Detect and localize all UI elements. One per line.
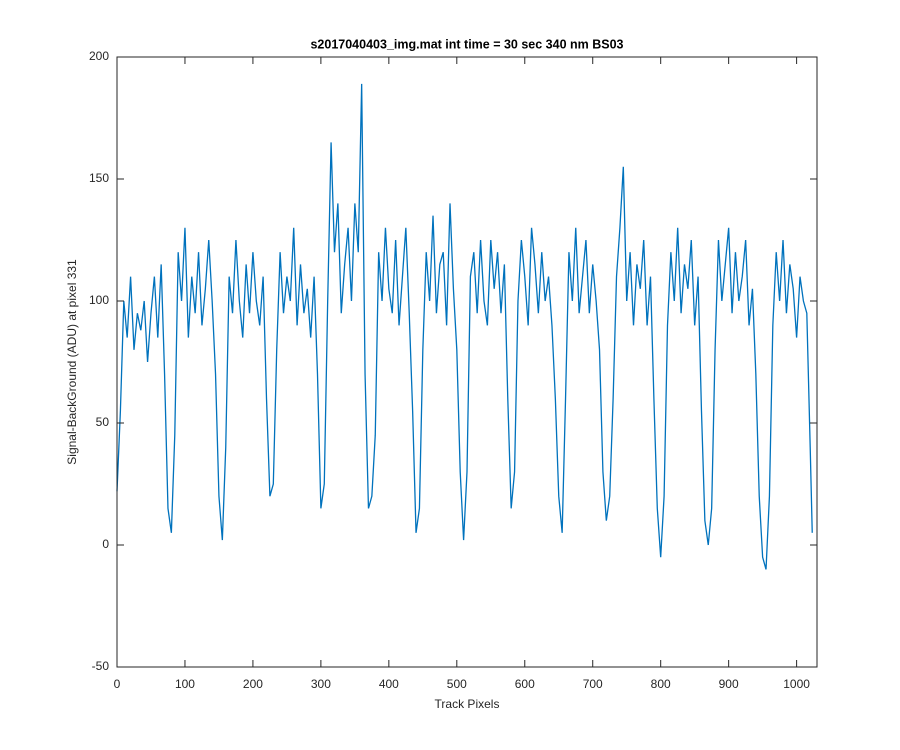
x-tick-label: 600 <box>515 677 535 691</box>
x-tick-label: 700 <box>583 677 603 691</box>
axes-box <box>116 56 818 668</box>
y-axis-label: Signal-BackGround (ADU) at pixel 331 <box>65 259 79 465</box>
y-tick-label: 200 <box>89 49 109 63</box>
x-axis-label: Track Pixels <box>435 697 500 711</box>
data-line <box>116 83 813 570</box>
x-tick-label: 900 <box>719 677 739 691</box>
x-tick-label: 400 <box>379 677 399 691</box>
x-tick-label: 500 <box>447 677 467 691</box>
y-tick-label: 50 <box>96 415 110 429</box>
y-tick-label: 100 <box>89 293 109 307</box>
x-tick-label: 1000 <box>783 677 810 691</box>
y-tick-label: -50 <box>92 659 110 673</box>
x-tick-label: 100 <box>175 677 195 691</box>
y-tick-label: 0 <box>102 537 109 551</box>
x-tick-label: 800 <box>651 677 671 691</box>
x-tick-label: 200 <box>243 677 263 691</box>
x-tick-label: 300 <box>311 677 331 691</box>
y-tick-label: 150 <box>89 171 109 185</box>
x-tick-label: 0 <box>114 677 121 691</box>
chart-title: s2017040403_img.mat int time = 30 sec 34… <box>310 37 623 51</box>
